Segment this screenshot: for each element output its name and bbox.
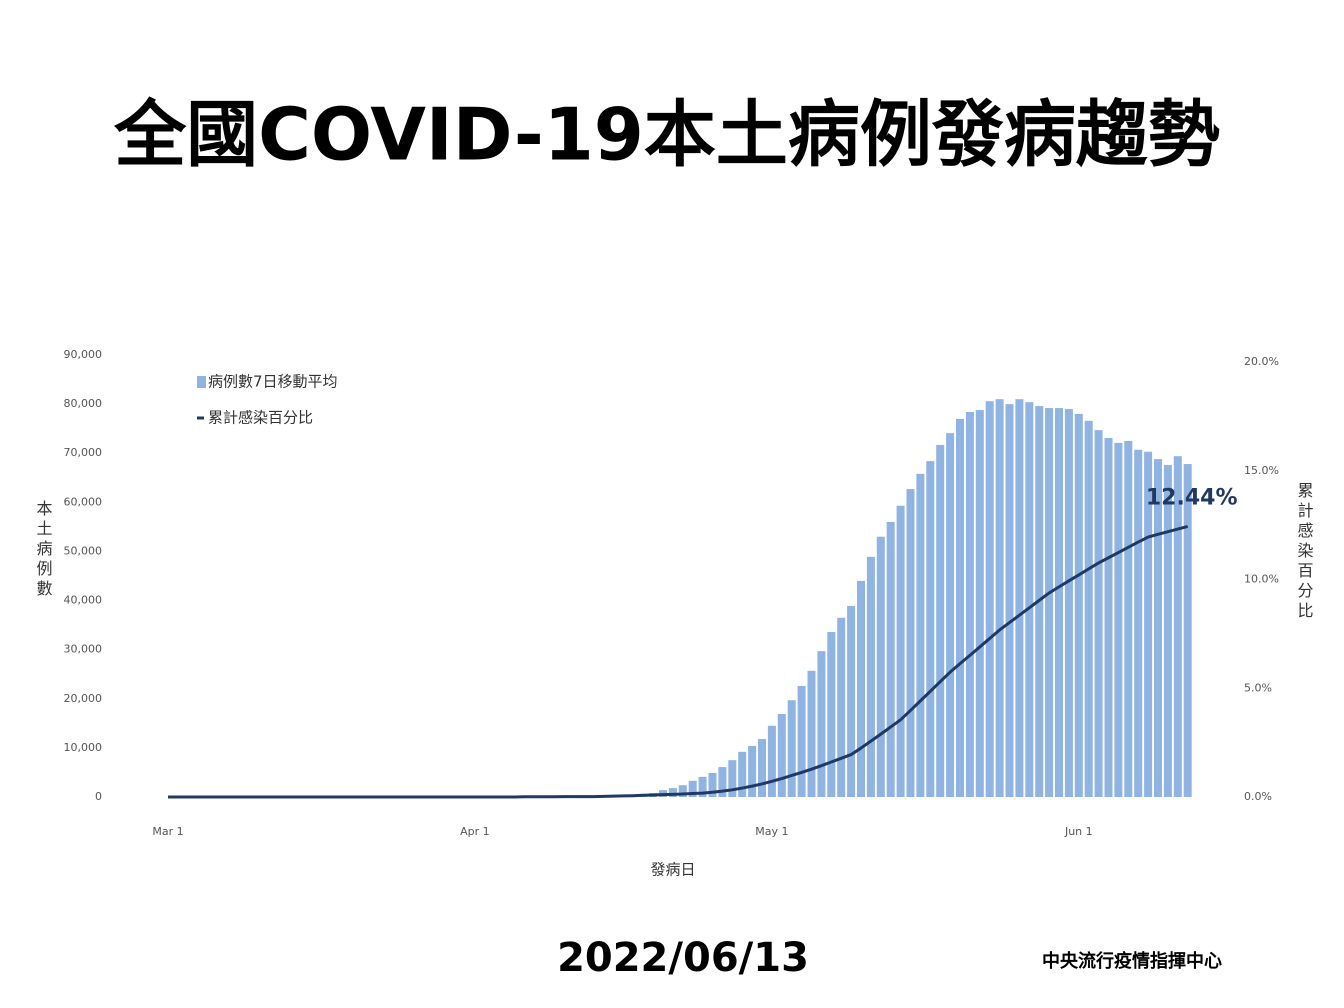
bar: [1084, 420, 1093, 797]
bar: [1074, 413, 1083, 797]
bar: [956, 418, 964, 797]
y-tick-label: 70,000: [64, 446, 103, 459]
y-tick-label: 80,000: [64, 397, 103, 410]
bar: [817, 651, 826, 797]
data-label: 12.44%: [1146, 485, 1238, 510]
bar: [708, 772, 717, 797]
bar: [876, 536, 885, 797]
bar: [847, 605, 856, 797]
bar: [1055, 408, 1063, 797]
bar: [936, 444, 945, 797]
bar: [866, 556, 875, 797]
bar: [1124, 440, 1133, 797]
bar: [748, 745, 757, 797]
y-tick-label: 50,000: [64, 544, 103, 557]
bar: [698, 776, 707, 797]
x-tick-label: Jun 1: [1064, 825, 1093, 838]
y2-tick-label: 0.0%: [1244, 790, 1272, 803]
bar: [1015, 399, 1024, 797]
bar: [1183, 464, 1192, 797]
y-axis-label: 本土病例數: [34, 500, 53, 600]
bar: [965, 411, 974, 797]
bar: [777, 714, 786, 797]
bar: [718, 767, 727, 797]
x-axis-label: 發病日: [650, 861, 695, 879]
bar: [688, 780, 697, 797]
bar: [886, 521, 895, 797]
chart-title: 全國COVID-19本土病例發病趨勢: [113, 93, 1220, 177]
legend-label: 病例數7日移動平均: [208, 373, 338, 391]
bar: [1104, 437, 1113, 797]
bar: [906, 489, 915, 797]
bar: [678, 785, 687, 797]
legend-swatch: [197, 416, 204, 420]
bar: [1064, 409, 1073, 797]
bar: [728, 760, 737, 797]
bar: [916, 473, 925, 797]
bar: [767, 725, 776, 797]
y-tick-label: 30,000: [64, 643, 103, 656]
bar: [975, 410, 984, 797]
bar: [1163, 465, 1172, 797]
y-tick-label: 60,000: [64, 495, 103, 508]
bar: [1005, 404, 1014, 797]
bar: [985, 401, 994, 797]
y2-tick-label: 20.0%: [1244, 355, 1279, 368]
legend-swatch: [197, 376, 206, 388]
x-tick-label: Mar 1: [152, 825, 183, 838]
bar: [1094, 430, 1103, 797]
x-tick-label: May 1: [755, 825, 788, 838]
y-tick-label: 90,000: [64, 348, 103, 361]
bar: [857, 580, 865, 797]
bar: [946, 433, 955, 797]
bar: [1025, 402, 1034, 797]
bar: [926, 461, 935, 797]
date: 2022/06/13: [557, 935, 809, 981]
legend-label: 累計感染百分比: [208, 409, 313, 427]
bar: [807, 670, 816, 797]
bar: [797, 686, 806, 797]
y-tick-label: 0: [95, 790, 102, 803]
bar: [1144, 451, 1153, 797]
y2-tick-label: 10.0%: [1244, 573, 1279, 586]
y-tick-label: 40,000: [64, 594, 103, 607]
bar: [758, 739, 766, 797]
bar: [1045, 408, 1054, 797]
y2-axis-label: 累計感染百分比: [1295, 482, 1314, 622]
bar: [837, 617, 846, 797]
bar: [1134, 449, 1143, 797]
y2-tick-label: 5.0%: [1244, 681, 1272, 694]
bar: [995, 399, 1004, 797]
source: 中央流行疫情指揮中心: [1042, 950, 1222, 972]
y-tick-label: 10,000: [64, 741, 103, 754]
bar: [1114, 442, 1123, 797]
bar: [896, 505, 905, 797]
y2-tick-label: 15.0%: [1244, 464, 1279, 477]
bar: [1154, 459, 1162, 797]
bar: [668, 788, 677, 797]
bar: [827, 631, 836, 797]
y-tick-label: 20,000: [64, 692, 103, 705]
line: [168, 524, 1189, 799]
bar: [787, 700, 796, 797]
bar: [738, 751, 747, 797]
bar: [1173, 456, 1182, 797]
x-tick-label: Apr 1: [460, 825, 490, 838]
